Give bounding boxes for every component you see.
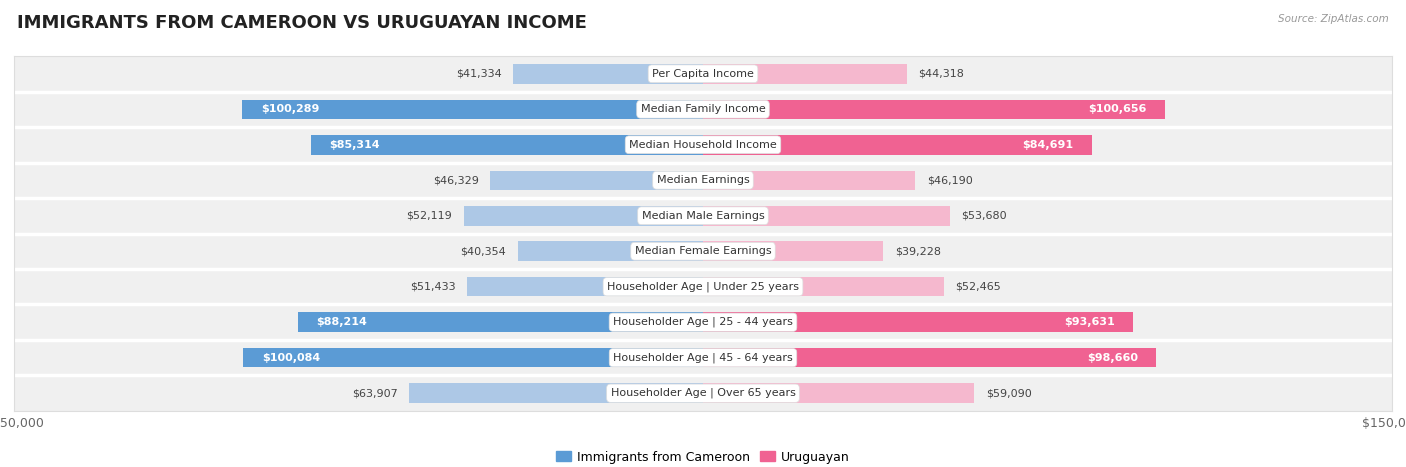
Text: $85,314: $85,314 [329, 140, 380, 150]
Bar [14, 340, 1392, 375]
Text: $100,289: $100,289 [260, 104, 319, 114]
Bar [513, 64, 703, 84]
Text: Median Household Income: Median Household Income [628, 140, 778, 150]
Bar [298, 312, 703, 332]
Bar [14, 92, 1392, 127]
Text: $59,090: $59,090 [986, 388, 1032, 398]
Bar [14, 198, 1392, 234]
Bar [703, 277, 943, 297]
Text: $53,680: $53,680 [962, 211, 1007, 221]
Bar [311, 135, 703, 155]
Text: Median Female Earnings: Median Female Earnings [634, 246, 772, 256]
Text: Per Capita Income: Per Capita Income [652, 69, 754, 79]
Bar [703, 206, 949, 226]
Bar [243, 348, 703, 368]
Text: $46,329: $46,329 [433, 175, 478, 185]
Text: $44,318: $44,318 [918, 69, 965, 79]
Text: Median Male Earnings: Median Male Earnings [641, 211, 765, 221]
Text: Median Family Income: Median Family Income [641, 104, 765, 114]
Text: $51,433: $51,433 [409, 282, 456, 292]
Bar [14, 56, 1392, 92]
Text: Median Earnings: Median Earnings [657, 175, 749, 185]
Text: $39,228: $39,228 [894, 246, 941, 256]
Bar [14, 163, 1392, 198]
Bar [703, 64, 907, 84]
Bar [703, 170, 915, 190]
Legend: Immigrants from Cameroon, Uruguayan: Immigrants from Cameroon, Uruguayan [551, 446, 855, 467]
Text: IMMIGRANTS FROM CAMEROON VS URUGUAYAN INCOME: IMMIGRANTS FROM CAMEROON VS URUGUAYAN IN… [17, 14, 586, 32]
Bar [464, 206, 703, 226]
Text: $63,907: $63,907 [353, 388, 398, 398]
Text: $84,691: $84,691 [1022, 140, 1074, 150]
Text: Householder Age | Over 65 years: Householder Age | Over 65 years [610, 388, 796, 398]
Text: $100,656: $100,656 [1088, 104, 1147, 114]
Text: $93,631: $93,631 [1064, 317, 1115, 327]
Bar [703, 241, 883, 261]
Text: $100,084: $100,084 [262, 353, 321, 363]
Bar [517, 241, 703, 261]
Bar [409, 383, 703, 403]
Bar [491, 170, 703, 190]
Text: Householder Age | 45 - 64 years: Householder Age | 45 - 64 years [613, 353, 793, 363]
Text: $40,354: $40,354 [460, 246, 506, 256]
Text: Householder Age | Under 25 years: Householder Age | Under 25 years [607, 282, 799, 292]
Text: Householder Age | 25 - 44 years: Householder Age | 25 - 44 years [613, 317, 793, 327]
Bar [14, 304, 1392, 340]
Bar [703, 383, 974, 403]
Bar [703, 312, 1133, 332]
Text: $46,190: $46,190 [927, 175, 973, 185]
Bar [467, 277, 703, 297]
Text: $52,465: $52,465 [956, 282, 1001, 292]
Bar [14, 127, 1392, 163]
Bar [14, 375, 1392, 411]
Bar [703, 135, 1092, 155]
Bar [242, 99, 703, 119]
Text: $52,119: $52,119 [406, 211, 453, 221]
Text: $41,334: $41,334 [456, 69, 502, 79]
Bar [703, 348, 1156, 368]
Text: $88,214: $88,214 [316, 317, 367, 327]
Text: $98,660: $98,660 [1087, 353, 1137, 363]
Bar [14, 269, 1392, 304]
Bar [703, 99, 1166, 119]
Text: Source: ZipAtlas.com: Source: ZipAtlas.com [1278, 14, 1389, 24]
Bar [14, 234, 1392, 269]
